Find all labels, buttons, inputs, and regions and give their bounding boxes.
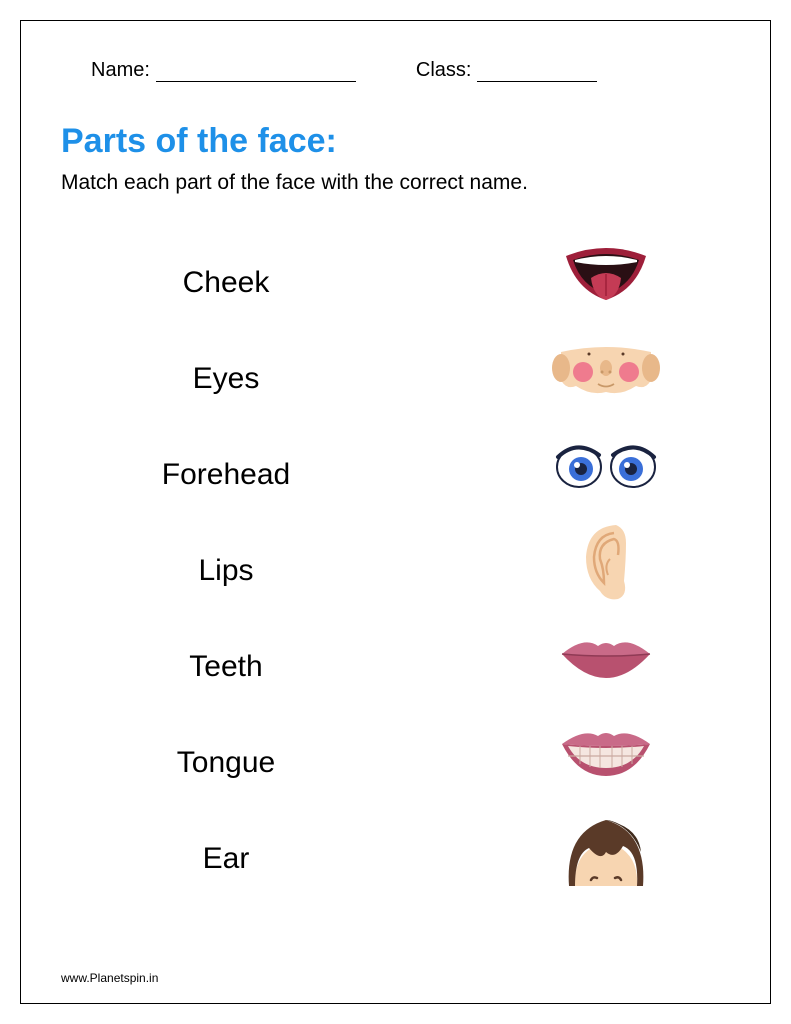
footer-credit: www.Planetspin.in [61, 971, 158, 985]
worksheet-instruction: Match each part of the face with the cor… [61, 171, 730, 195]
forehead-icon [546, 801, 666, 897]
worksheet-page: Name: Class: Parts of the face: Match ea… [0, 0, 791, 1024]
ear-icon [546, 513, 666, 609]
class-blank[interactable] [477, 63, 597, 82]
word-item: Cheek [61, 235, 391, 331]
images-column [391, 225, 730, 907]
header-fields: Name: Class: [91, 59, 730, 82]
words-column: Cheek Eyes Forehead Lips Teeth Tongue Ea… [61, 225, 391, 907]
teeth-icon [546, 705, 666, 801]
match-area: Cheek Eyes Forehead Lips Teeth Tongue Ea… [61, 225, 730, 907]
word-item: Ear [61, 811, 391, 907]
name-label: Name: [91, 59, 150, 82]
name-field: Name: [91, 59, 356, 82]
word-item: Forehead [61, 427, 391, 523]
tongue-icon [546, 225, 666, 321]
class-field: Class: [416, 59, 598, 82]
word-item: Eyes [61, 331, 391, 427]
word-item: Tongue [61, 715, 391, 811]
worksheet-frame: Name: Class: Parts of the face: Match ea… [20, 20, 771, 1004]
class-label: Class: [416, 59, 472, 82]
eyes-icon [546, 417, 666, 513]
worksheet-title: Parts of the face: [61, 122, 730, 161]
word-item: Teeth [61, 619, 391, 715]
lips-icon [546, 609, 666, 705]
word-item: Lips [61, 523, 391, 619]
cheek-icon [546, 321, 666, 417]
name-blank[interactable] [156, 63, 356, 82]
